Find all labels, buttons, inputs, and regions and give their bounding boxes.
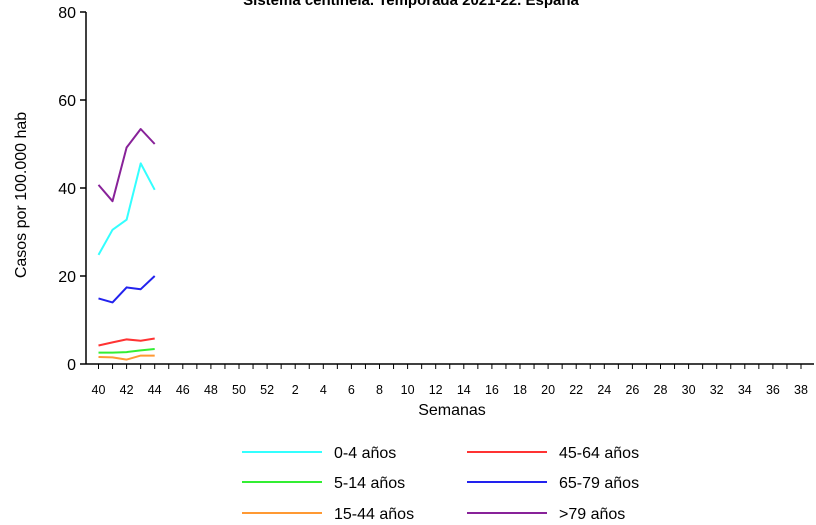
legend-label-2: 15-44 años <box>334 506 414 520</box>
series-group <box>97 128 156 361</box>
x-axis-label: Semanas <box>418 402 486 419</box>
y-axis-label: Casos por 100.000 hab <box>13 112 30 278</box>
x-tick-label: 34 <box>738 383 752 397</box>
x-tick-label: 24 <box>597 383 611 397</box>
x-tick-label: 12 <box>429 383 443 397</box>
series-line-4 <box>98 275 156 304</box>
series-line-3 <box>98 337 155 347</box>
x-tick-label: 6 <box>348 383 355 397</box>
x-tick-label: 20 <box>541 383 555 397</box>
x-tick-label: 38 <box>794 383 808 397</box>
legend-label-4: 65-79 años <box>559 475 639 492</box>
x-tick-label: 40 <box>92 383 106 397</box>
x-tick-label: 48 <box>204 383 218 397</box>
x-tick-label: 4 <box>320 383 327 397</box>
x-tick-label: 46 <box>176 383 190 397</box>
x-tick-label: 22 <box>569 383 583 397</box>
series-line-5 <box>97 128 156 203</box>
legend: 0-4 años 5-14 años 15-44 años 45-64 años 65-… <box>242 445 639 523</box>
y-tick-label: 80 <box>58 5 76 22</box>
y-tick-label: 0 <box>67 357 76 374</box>
x-tick-label: 14 <box>457 383 471 397</box>
chart-title: Sistema centinela. Temporada 2021-22. Es… <box>243 0 579 9</box>
legend-label-5: >79 años <box>559 506 625 520</box>
x-tick-label: 2 <box>292 383 299 397</box>
x-tick-label: 44 <box>148 383 162 397</box>
series-line-2 <box>98 354 155 361</box>
y-tick-label: 40 <box>58 181 76 198</box>
legend-label-1: 5-14 años <box>334 475 405 492</box>
x-tick-label: 8 <box>376 383 383 397</box>
y-tick-label: 60 <box>58 93 76 110</box>
x-tick-label: 50 <box>232 383 246 397</box>
series-line-0 <box>97 162 156 256</box>
x-tick-label: 18 <box>513 383 527 397</box>
x-tick-label: 42 <box>120 383 134 397</box>
series-line-1 <box>98 348 155 354</box>
x-tick-label: 26 <box>625 383 639 397</box>
y-tick-label: 20 <box>58 269 76 286</box>
legend-label-0: 0-4 años <box>334 445 396 462</box>
x-tick-label: 28 <box>654 383 668 397</box>
x-tick-label: 52 <box>260 383 274 397</box>
x-tick-label: 30 <box>682 383 696 397</box>
x-tick-label: 36 <box>766 383 780 397</box>
x-tick-label: 32 <box>710 383 724 397</box>
legend-label-3: 45-64 años <box>559 445 639 462</box>
x-tick-label: 16 <box>485 383 499 397</box>
x-tick-label: 10 <box>401 383 415 397</box>
